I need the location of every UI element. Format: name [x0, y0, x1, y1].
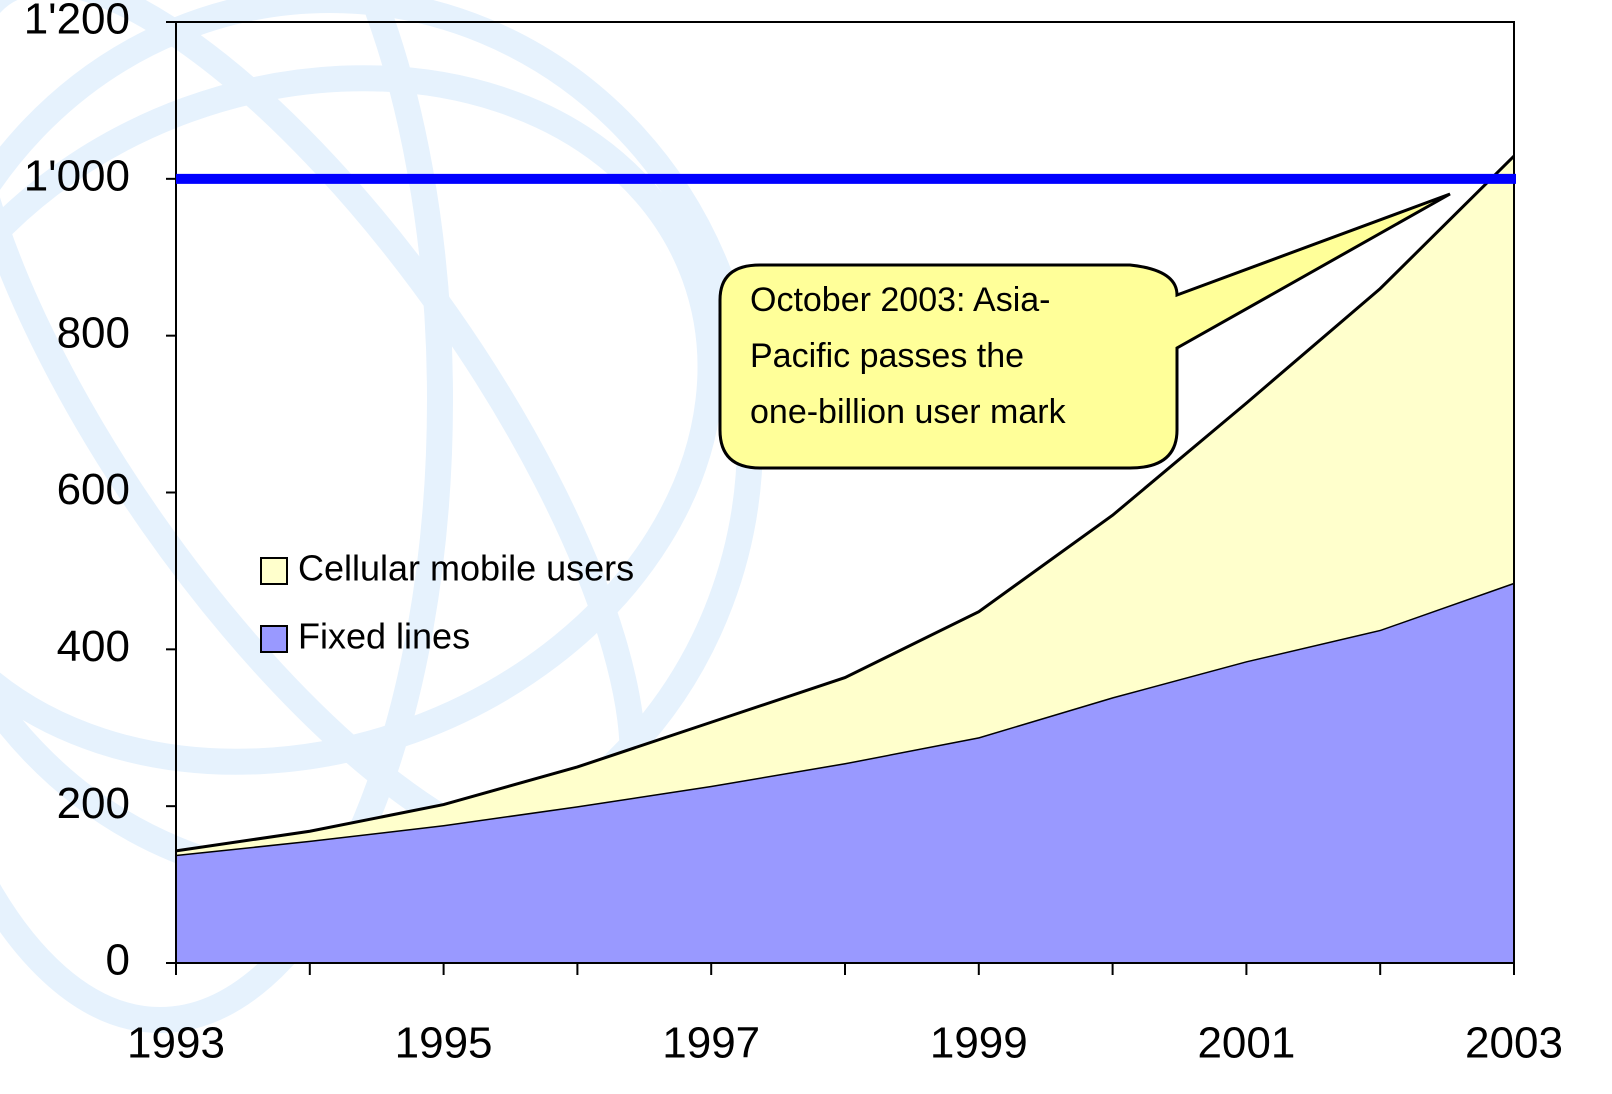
- x-tick-label: 1997: [662, 1019, 760, 1068]
- y-tick-label: 400: [57, 622, 130, 671]
- area: [176, 156, 1514, 855]
- callout: [718, 192, 1451, 470]
- legend-swatch: [260, 557, 288, 585]
- x-tick-label: 2003: [1465, 1019, 1563, 1068]
- annotation-text: October 2003: Asia-: [750, 281, 1051, 319]
- legend-label: Cellular mobile users: [298, 548, 634, 589]
- annotation-text: one-billion user mark: [750, 393, 1067, 431]
- y-tick-label: 1'000: [24, 151, 130, 200]
- x-tick-label: 2001: [1197, 1019, 1295, 1068]
- y-tick-label: 800: [57, 308, 130, 357]
- legend-swatch: [260, 625, 288, 653]
- y-tick-label: 1'200: [24, 0, 130, 44]
- area-outline: [175, 155, 1516, 853]
- x-tick-label: 1993: [127, 1019, 225, 1068]
- x-tick-label: 1999: [930, 1019, 1028, 1068]
- area: [176, 582, 1514, 963]
- legend-label: Fixed lines: [298, 616, 470, 657]
- x-tick-label: 1995: [395, 1019, 493, 1068]
- y-tick-label: 200: [57, 779, 130, 828]
- y-tick-label: 0: [106, 936, 130, 985]
- y-tick-label: 600: [57, 465, 130, 514]
- annotation-text: Pacific passes the: [750, 337, 1024, 375]
